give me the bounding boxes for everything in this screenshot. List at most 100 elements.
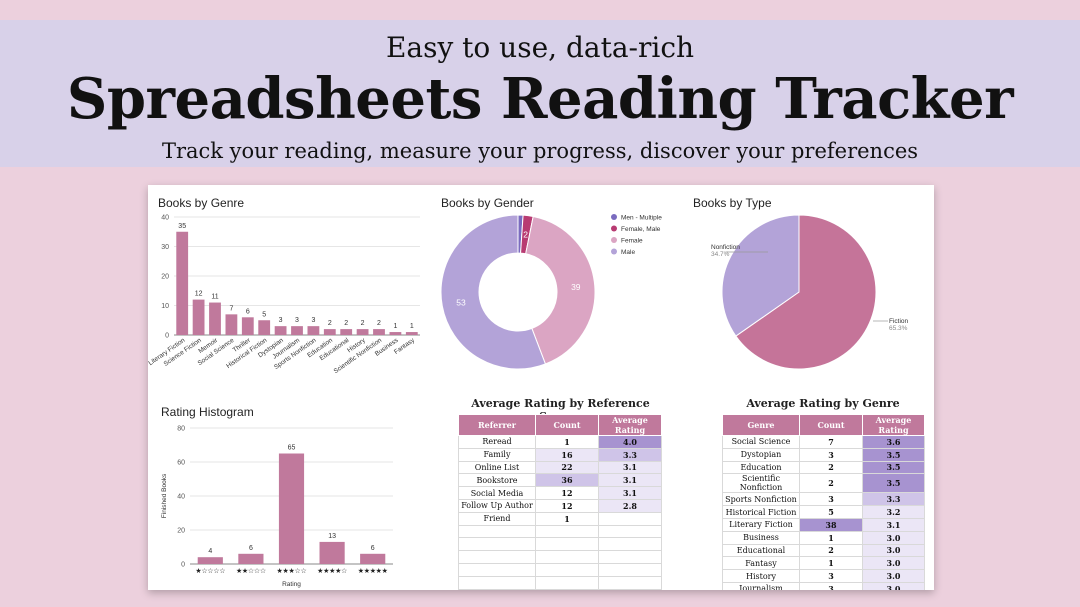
referrer-header-row: Referrer Count Average Rating <box>458 414 662 436</box>
rating-cell: 3.0 <box>862 556 925 571</box>
data-label: 2 <box>344 320 348 327</box>
row-label <box>458 588 536 590</box>
data-label: 35 <box>178 223 186 230</box>
rating-cell: 3.2 <box>862 505 925 519</box>
table-row: Literary Fiction 38 3.1 <box>722 517 925 532</box>
table-row: Education 2 3.5 <box>722 460 925 475</box>
count-cell <box>535 524 599 539</box>
rating-cell: 3.3 <box>862 492 925 507</box>
data-label: 11 <box>211 294 218 301</box>
rating-cell: 3.1 <box>598 460 662 475</box>
data-label: 13 <box>328 533 336 540</box>
bar <box>241 317 254 335</box>
x-tick-label: ★★★☆☆ <box>277 567 307 575</box>
slice-percent: 34.7% <box>711 251 730 258</box>
rating-histogram: 0 20 40 60 80 4 ★☆☆☆☆ 6 ★★☆☆☆ 65 ★★★☆☆ 13 ★★★★☆ 6 ★★★★… <box>161 426 393 588</box>
x-tick-label: ★★☆☆☆ <box>236 567 266 575</box>
rating-cell: 3.5 <box>862 447 925 462</box>
bar <box>323 329 336 335</box>
count-cell: 3 <box>799 492 863 507</box>
legend-label: Men - Multiple <box>621 215 662 222</box>
legend-label: Female <box>621 238 643 245</box>
table-row: Fantasy 1 3.0 <box>722 556 925 571</box>
y-tick-label: 20 <box>161 274 169 281</box>
count-cell: 2 <box>799 543 863 558</box>
bar <box>192 299 205 335</box>
table-row <box>458 562 662 577</box>
table-row: Educational 2 3.0 <box>722 543 925 558</box>
row-label: Reread <box>458 435 536 449</box>
row-label: Fantasy <box>722 556 800 571</box>
table-row: Follow Up Author 12 2.8 <box>458 498 662 513</box>
rating-cell: 3.0 <box>862 569 925 583</box>
y-tick-label: 20 <box>177 528 185 535</box>
row-label: Follow Up Author <box>458 498 536 513</box>
rating-cell: 3.1 <box>598 486 662 500</box>
x-tick-label: ★★★★☆ <box>317 567 347 575</box>
bar <box>291 326 303 335</box>
legend-swatch <box>611 225 617 232</box>
row-label: Educational <box>722 543 800 558</box>
table-row: Reread 1 4.0 <box>458 435 662 449</box>
rating-cell: 3.3 <box>598 447 662 462</box>
x-axis-label: Rating <box>282 581 301 588</box>
table-row <box>458 537 662 552</box>
y-tick-label: 40 <box>177 494 185 501</box>
rating-cell: 3.5 <box>862 473 925 494</box>
legend-swatch <box>611 214 617 220</box>
row-label <box>458 550 536 564</box>
legend-label: Male <box>621 249 635 256</box>
y-tick-label: 10 <box>161 303 169 310</box>
rating-cell: 4.0 <box>598 435 662 449</box>
genre-chart-title: Books by Genre <box>158 196 245 210</box>
rating-cell: 3.0 <box>862 581 925 590</box>
genre-table-title: Average Rating by Genre <box>746 397 900 410</box>
donut-slice <box>525 215 596 365</box>
count-cell: 5 <box>799 505 863 519</box>
count-cell <box>535 537 599 552</box>
data-label: 1 <box>393 323 397 330</box>
bar <box>405 332 418 335</box>
data-label: 2 <box>361 320 365 327</box>
table-row: Journalism 3 3.0 <box>722 581 925 590</box>
table-row: Bookstore 36 3.1 <box>458 473 662 488</box>
table-row: Scientific Nonfiction 2 3.5 <box>722 473 925 494</box>
table-row: Online List 22 3.1 <box>458 460 662 475</box>
data-label: 7 <box>229 305 233 312</box>
data-label: 2 <box>328 320 332 327</box>
row-label: Social Media <box>458 486 536 500</box>
y-tick-label: 40 <box>161 215 169 222</box>
data-label: 3 <box>311 317 315 324</box>
y-tick-label: 30 <box>161 244 169 251</box>
count-cell: 3 <box>799 581 863 590</box>
count-cell: 16 <box>535 447 599 462</box>
row-label: Literary Fiction <box>722 517 800 532</box>
slice-label: Fiction <box>889 318 909 325</box>
row-label: Historical Fiction <box>722 505 800 519</box>
histogram-title: Rating Histogram <box>161 405 254 419</box>
bar <box>319 541 345 564</box>
y-tick-label: 0 <box>181 562 185 569</box>
data-label: 12 <box>195 291 203 298</box>
genre-header-row: Genre Count Average Rating <box>722 414 925 436</box>
count-cell: 3 <box>799 447 863 462</box>
table-row: Business 1 3.0 <box>722 530 925 545</box>
data-label: 1 <box>410 323 414 330</box>
bar <box>197 557 223 564</box>
table-row: Sports Nonfiction 3 3.3 <box>722 492 925 507</box>
rating-cell <box>598 537 662 552</box>
table-row: Dystopian 3 3.5 <box>722 447 925 462</box>
rating-cell: 3.0 <box>862 530 925 545</box>
tagline: Easy to use, data-rich <box>385 31 695 64</box>
data-label: 6 <box>371 545 375 552</box>
rating-cell <box>598 562 662 577</box>
count-cell: 36 <box>535 473 599 488</box>
table-row: Family 16 3.3 <box>458 447 662 462</box>
table-row <box>458 575 662 590</box>
count-cell <box>535 550 599 564</box>
count-cell: 1 <box>799 556 863 571</box>
data-label: 3 <box>295 317 299 324</box>
data-label: 6 <box>249 545 253 552</box>
data-label: 4 <box>208 548 212 555</box>
row-label: Family <box>458 447 536 462</box>
